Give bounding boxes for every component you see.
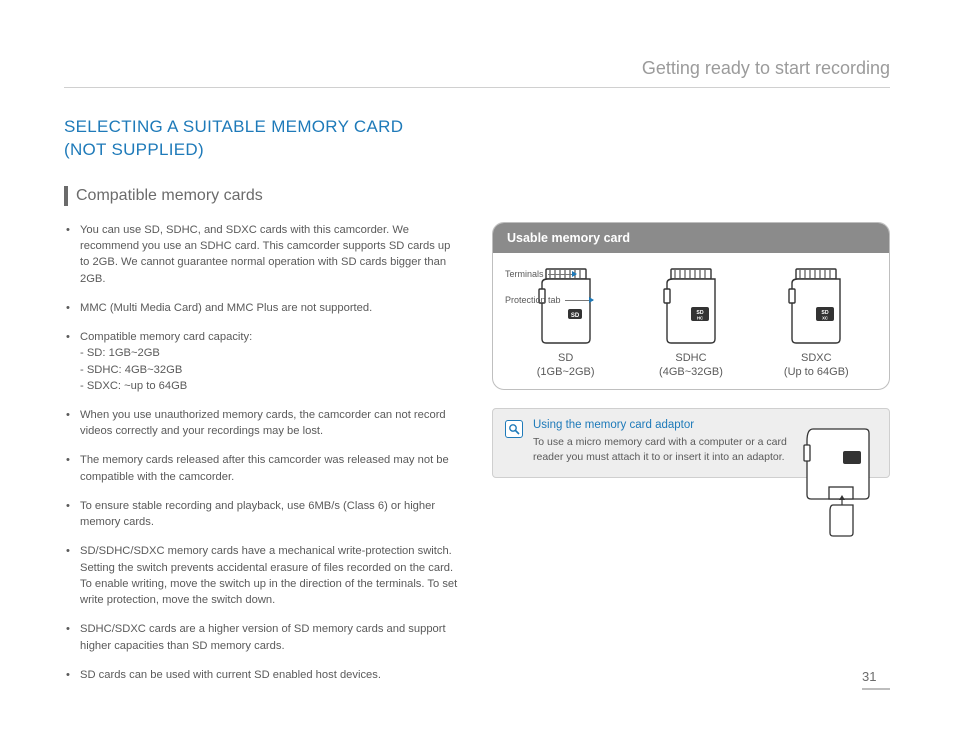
list-item: SD cards can be used with current SD ena… bbox=[64, 667, 462, 683]
running-head: Getting ready to start recording bbox=[64, 58, 890, 87]
left-column: You can use SD, SDHC, and SDXC cards wit… bbox=[64, 222, 462, 696]
sd-card-icon: SD XC bbox=[786, 267, 846, 345]
capacity-line: - SD: 1GB~2GB bbox=[80, 345, 462, 361]
card-cap: (4GB~32GB) bbox=[659, 366, 723, 378]
card-label: SDXC (Up to 64GB) bbox=[784, 351, 849, 380]
page-number-value: 31 bbox=[862, 669, 876, 684]
two-column-layout: You can use SD, SDHC, and SDXC cards wit… bbox=[64, 222, 890, 696]
card-label: SD (1GB~2GB) bbox=[537, 351, 595, 380]
list-item: Compatible memory card capacity: - SD: 1… bbox=[64, 329, 462, 394]
list-item: SD/SDHC/SDXC memory cards have a mechani… bbox=[64, 543, 462, 608]
list-item: When you use unauthorized memory cards, … bbox=[64, 407, 462, 439]
card-name: SDXC bbox=[801, 352, 832, 364]
sub-heading-wrap: Compatible memory cards bbox=[64, 186, 890, 206]
section-title-line1: SELECTING A SUITABLE MEMORY CARD bbox=[64, 117, 403, 136]
section-title: SELECTING A SUITABLE MEMORY CARD (NOT SU… bbox=[64, 116, 890, 162]
panel-header: Usable memory card bbox=[493, 223, 889, 253]
usable-memory-card-panel: Usable memory card Terminals Protection … bbox=[492, 222, 890, 391]
annotation-label: Protection tab bbox=[505, 295, 561, 307]
card-cap: (Up to 64GB) bbox=[784, 366, 849, 378]
magnifier-icon bbox=[505, 420, 523, 438]
sd-card-sdhc: SD HC SDHC (4GB~32GB) bbox=[632, 267, 749, 380]
right-column: Usable memory card Terminals Protection … bbox=[492, 222, 890, 696]
list-item: You can use SD, SDHC, and SDXC cards wit… bbox=[64, 222, 462, 287]
sd-card-icon: SD HC bbox=[661, 267, 721, 345]
capacity-line: - SDXC: ~up to 64GB bbox=[80, 378, 462, 394]
card-name: SDHC bbox=[675, 352, 706, 364]
adaptor-info-box: Using the memory card adaptor To use a m… bbox=[492, 408, 890, 477]
arrow-icon bbox=[565, 300, 593, 301]
annotation-label: Terminals bbox=[505, 269, 544, 281]
list-item-text: Compatible memory card capacity: bbox=[80, 331, 252, 343]
annotation-protection-tab: Protection tab bbox=[505, 295, 593, 307]
arrow-icon bbox=[548, 274, 576, 275]
manual-page: Getting ready to start recording SELECTI… bbox=[0, 0, 954, 730]
list-item: To ensure stable recording and playback,… bbox=[64, 498, 462, 530]
list-item: The memory cards released after this cam… bbox=[64, 452, 462, 484]
divider-top bbox=[64, 87, 890, 88]
page-number: 31 bbox=[862, 669, 890, 690]
section-title-line2: (NOT SUPPLIED) bbox=[64, 140, 204, 159]
card-annotations: Terminals Protection tab bbox=[505, 269, 593, 320]
list-item: MMC (Multi Media Card) and MMC Plus are … bbox=[64, 300, 462, 316]
sub-heading: Compatible memory cards bbox=[76, 187, 263, 205]
card-cap: (1GB~2GB) bbox=[537, 366, 595, 378]
list-item: SDHC/SDXC cards are a higher version of … bbox=[64, 621, 462, 653]
bullet-list: You can use SD, SDHC, and SDXC cards wit… bbox=[64, 222, 462, 683]
svg-text:XC: XC bbox=[822, 315, 828, 320]
capacity-line: - SDHC: 4GB~32GB bbox=[80, 362, 462, 378]
card-name: SD bbox=[558, 352, 573, 364]
adaptor-illustration bbox=[795, 421, 877, 541]
sd-card-sdxc: SD XC SDXC (Up to 64GB) bbox=[758, 267, 875, 380]
card-label: SDHC (4GB~32GB) bbox=[659, 351, 723, 380]
sub-heading-bar bbox=[64, 186, 68, 206]
svg-text:HC: HC bbox=[697, 315, 703, 320]
panel-body: Terminals Protection tab bbox=[493, 253, 889, 390]
page-number-underline bbox=[862, 688, 890, 690]
annotation-terminals: Terminals bbox=[505, 269, 593, 281]
